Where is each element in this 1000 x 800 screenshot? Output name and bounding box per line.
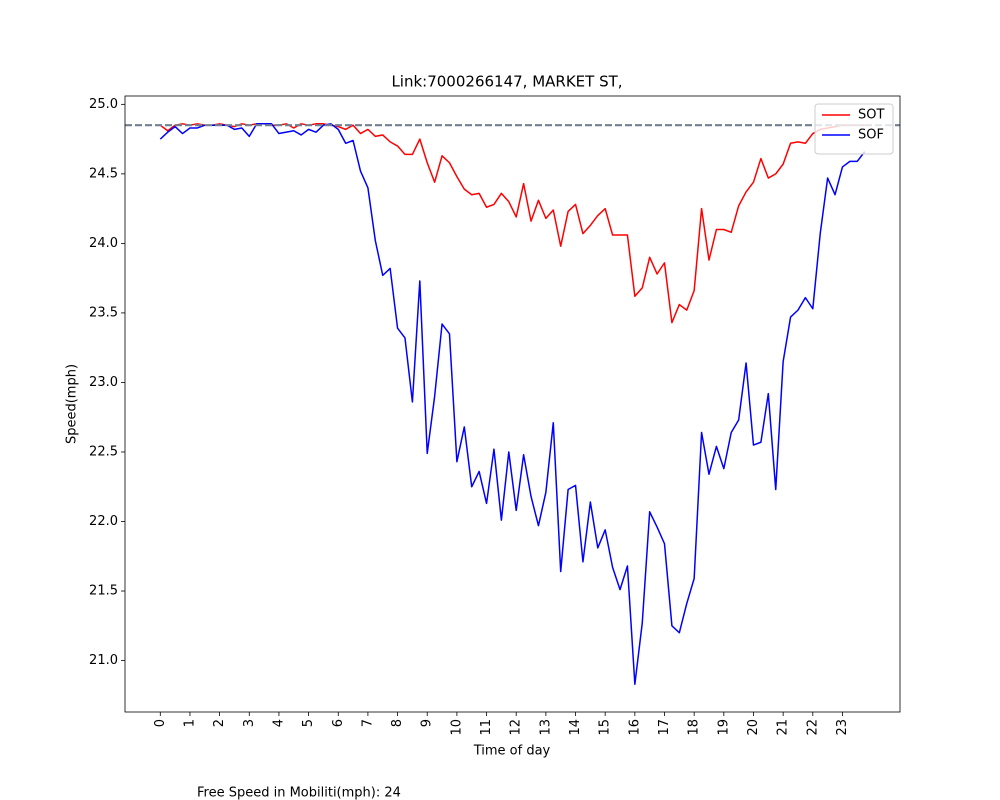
x-tick-label: 0: [153, 719, 168, 727]
series-line: [159, 123, 866, 685]
x-tick-label: 10: [449, 719, 464, 736]
x-tick-label: 20: [746, 719, 761, 736]
x-axis-label: Time of day: [473, 744, 551, 759]
y-tick-label: 22.5: [89, 444, 118, 459]
x-tick-label: 7: [360, 719, 375, 727]
x-tick-label: 22: [805, 719, 820, 736]
x-tick-label: 18: [687, 719, 702, 736]
y-tick-label: 24.5: [89, 166, 118, 181]
legend-label: SOF: [858, 128, 884, 143]
x-tick-label: 4: [271, 719, 286, 727]
x-tick-label: 16: [627, 719, 642, 736]
y-tick-label: 22.0: [89, 514, 118, 529]
x-tick-label: 8: [390, 719, 405, 727]
chart-title: Link:7000266147, MARKET ST,: [391, 73, 622, 91]
x-tick-label: 23: [835, 719, 850, 736]
legend-box: [814, 103, 894, 155]
x-tick-label: 17: [657, 719, 672, 736]
x-tick-label: 12: [509, 719, 524, 736]
plot-frame: [124, 95, 901, 713]
x-tick-label: 6: [331, 719, 346, 727]
annotation: Free Speed in Mobiliti(mph): 24: [197, 786, 401, 800]
x-tick-label: 9: [420, 719, 435, 727]
x-tick-label: 3: [242, 719, 257, 727]
x-tick-label: 11: [479, 719, 494, 736]
y-axis-label: Speed(mph): [65, 364, 80, 444]
y-tick-label: 23.5: [89, 305, 118, 320]
y-tick-label: 24.0: [89, 236, 118, 251]
legend-label: SOT: [858, 108, 884, 123]
y-tick-label: 25.0: [89, 97, 118, 112]
series-line: [159, 123, 865, 324]
x-tick-label: 13: [538, 719, 553, 736]
y-tick-label: 23.0: [89, 375, 118, 390]
y-tick-label: 21.5: [89, 584, 118, 599]
x-tick-label: 14: [568, 719, 583, 736]
x-tick-label: 5: [301, 719, 316, 727]
x-tick-label: 21: [776, 719, 791, 736]
x-tick-label: 15: [598, 719, 613, 736]
x-tick-label: 2: [212, 719, 227, 727]
x-tick-label: 1: [182, 719, 197, 727]
x-tick-label: 19: [716, 719, 731, 736]
y-tick-label: 21.0: [89, 653, 118, 668]
